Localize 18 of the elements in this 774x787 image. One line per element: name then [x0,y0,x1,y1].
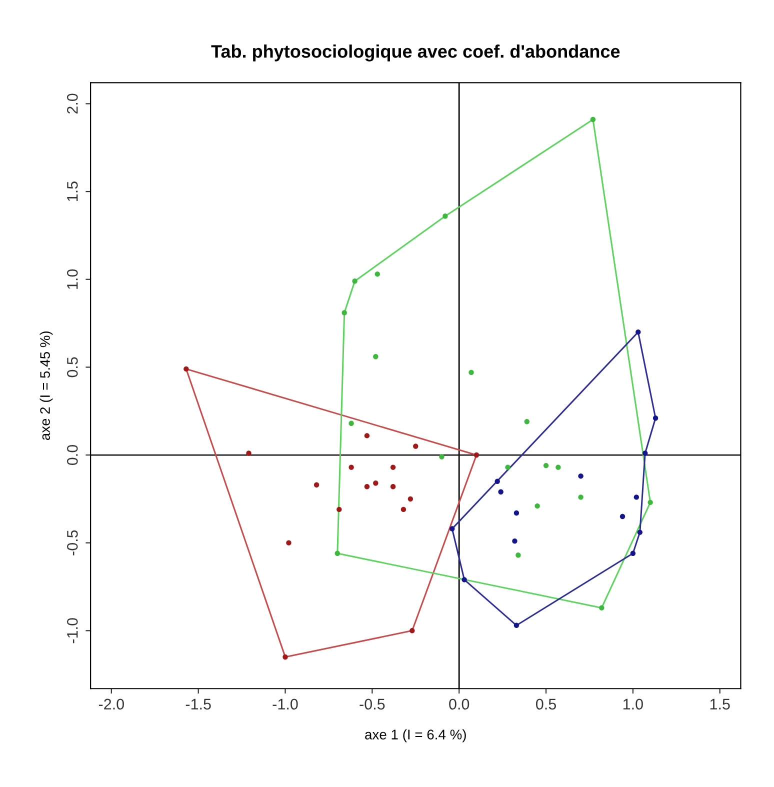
x-tick-label: -2.0 [98,698,124,710]
x-tick-label: -1.5 [186,698,211,710]
y-tick-label: 0.5 [66,357,78,378]
y-tick-label: 1.0 [66,269,78,289]
x-axis-title: axe 1 (I = 6.4 %) [365,729,466,742]
chart-title: Tab. phytosociologique avec coef. d'abondance [211,44,620,62]
x-tick-label: -1.0 [272,698,298,710]
y-tick-label: 1.5 [67,182,78,201]
y-tick-label: 2.0 [66,94,78,114]
x-tick-label: 1.5 [710,698,730,710]
y-tick-label: -1.0 [66,618,78,644]
x-tick-label: -0.5 [360,698,385,710]
y-tick-label: 0.0 [66,444,78,466]
y-tick-label: -0.5 [66,530,78,556]
x-tick-label: 0.5 [536,698,556,710]
y-axis-title: axe 2 (I = 5.45 %) [40,331,53,440]
x-tick-label: 1.0 [623,698,643,710]
x-tick-label: 0.0 [449,698,470,710]
